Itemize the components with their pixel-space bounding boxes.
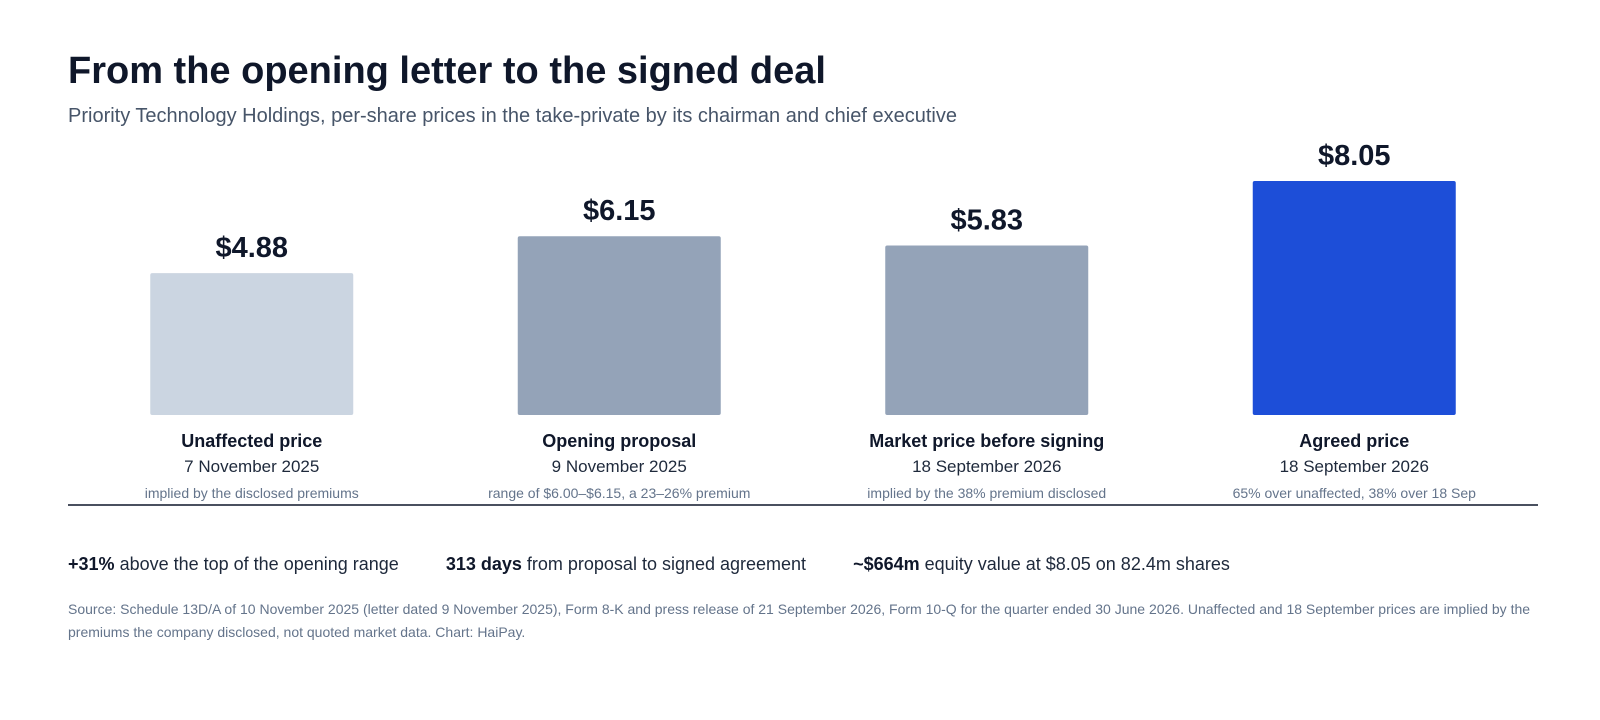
bar-value-label: $5.83: [950, 205, 1023, 237]
category-label: Unaffected price: [181, 431, 322, 451]
stat-text: above the top of the opening range: [119, 554, 399, 574]
bar: [885, 245, 1089, 415]
stat-equity-value: ~$664m equity value at $8.05 on 82.4m sh…: [853, 554, 1230, 575]
date-label: 18 September 2026: [912, 457, 1061, 476]
note-label: range of $6.00–$6.15, a 23–26% premium: [488, 485, 750, 501]
bar-value-label: $4.88: [215, 232, 288, 264]
note-label: 65% over unaffected, 38% over 18 Sep: [1233, 485, 1477, 501]
stat-text: from proposal to signed agreement: [526, 554, 807, 574]
category-label: Opening proposal: [542, 431, 696, 451]
stats-row: +31% above the top of the opening range …: [68, 554, 1272, 575]
stat-value: ~$664m: [853, 554, 920, 574]
date-label: 9 November 2025: [552, 457, 687, 476]
stat-text: equity value at $8.05 on 82.4m shares: [924, 554, 1230, 574]
bar-value-label: $8.05: [1318, 140, 1391, 172]
bar-chart: $4.88 Unaffected price 7 November 2025 impl…: [68, 140, 1538, 506]
stat-value: 313 days: [445, 554, 522, 574]
bar-value-label: $6.15: [583, 195, 656, 227]
stat-days: 313 days from proposal to signed agreeme…: [446, 554, 806, 575]
source-note: Source: Schedule 13D/A of 10 November 20…: [68, 601, 1531, 640]
date-label: 18 September 2026: [1280, 457, 1429, 476]
date-label: 7 November 2025: [184, 457, 319, 476]
stat-value: +31%: [68, 554, 115, 574]
chart-title: From the opening letter to the signed de…: [68, 50, 826, 92]
note-label: implied by the 38% premium disclosed: [867, 485, 1106, 501]
bar: [1252, 181, 1456, 415]
chart-subtitle: Priority Technology Holdings, per-share …: [68, 105, 957, 127]
bar: [517, 236, 721, 415]
bar: [150, 273, 354, 415]
category-label: Market price before signing: [869, 431, 1104, 451]
stat-opening-range: +31% above the top of the opening range: [68, 554, 399, 575]
note-label: implied by the disclosed premiums: [145, 485, 359, 501]
category-label: Agreed price: [1299, 431, 1409, 451]
chart-card: From the opening letter to the signed de…: [68, 0, 1538, 720]
